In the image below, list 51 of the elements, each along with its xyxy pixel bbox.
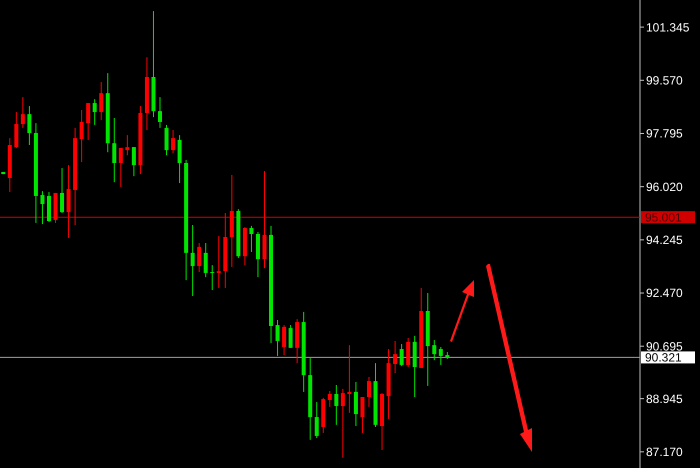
candlestick: [66, 164, 71, 238]
y-tick-label: 92.470: [646, 286, 684, 300]
candlestick: [92, 98, 97, 126]
candlestick: [60, 168, 64, 214]
candlestick: [249, 225, 254, 252]
candlestick: [210, 264, 214, 291]
candlestick: [438, 346, 443, 366]
candlestick: [204, 242, 208, 278]
candlestick: [40, 190, 44, 225]
candlestick: [282, 324, 286, 356]
candlestick: [432, 340, 436, 361]
y-tick-label: 101.345: [646, 20, 690, 34]
candlestick: [328, 390, 332, 408]
y-tick-label: 94.245: [646, 233, 684, 248]
y-tick-label: 99.570: [646, 73, 684, 88]
candlestick: [118, 148, 123, 188]
candlestick: [340, 388, 345, 458]
candlestick: [347, 344, 352, 414]
candlestick: [27, 106, 32, 146]
candlestick: [393, 340, 398, 374]
candlestick: [80, 109, 84, 163]
candlestick: [86, 102, 90, 140]
candlestick: [125, 134, 130, 156]
candlestick: [112, 118, 116, 183]
candlestick: [20, 96, 25, 128]
candlestick: [366, 376, 371, 408]
candlestick: [164, 124, 169, 156]
candlestick: [276, 319, 280, 356]
candlestick: [288, 324, 293, 348]
y-tick-label: 87.170: [646, 445, 684, 460]
candlestick: [314, 402, 319, 439]
candlestick: [190, 224, 195, 297]
ref-line-label: 95.001: [645, 210, 682, 225]
y-tick-label: 97.795: [646, 126, 684, 141]
candlestick: [158, 96, 162, 128]
candlestick: [99, 82, 104, 121]
y-tick-label: 90.695: [646, 339, 684, 354]
candlestick: [354, 382, 358, 427]
y-tick-label: 88.945: [646, 392, 684, 406]
candlestick: [216, 236, 221, 288]
candlestick: [406, 337, 410, 368]
candlestick: [334, 384, 338, 426]
y-tick-label: 96.020: [646, 180, 684, 194]
candlestick: [360, 396, 364, 434]
ref-line-label: 90.321: [645, 350, 682, 365]
candlestick: [14, 112, 18, 149]
candlestick: [400, 343, 404, 367]
candlestick: [197, 242, 202, 273]
candlestick: [132, 146, 136, 177]
candlestick: [171, 130, 176, 154]
candlestick: [178, 134, 182, 184]
